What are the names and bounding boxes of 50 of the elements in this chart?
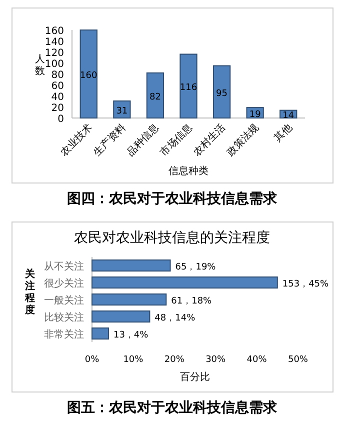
- chart-title: 农民对农业科技信息的关注程度: [74, 230, 270, 246]
- bar: [180, 54, 198, 118]
- y-tick-label: 60: [51, 81, 64, 92]
- y-tick-label: 140: [44, 37, 64, 48]
- x-axis-title: 信息种类: [168, 165, 208, 177]
- x-tick-label: 40%: [246, 355, 268, 365]
- x-tick-label: 0%: [84, 355, 100, 365]
- data-label: 31: [116, 106, 128, 116]
- bar: [92, 310, 150, 323]
- data-label: 153，45%: [282, 280, 330, 290]
- data-label: 65，19%: [175, 262, 216, 272]
- x-tick-label: 其他: [272, 122, 294, 144]
- y-tick-label: 一般关注: [44, 294, 84, 306]
- bar: [146, 72, 164, 118]
- y-axis-title: 关注程度: [24, 268, 36, 316]
- x-axis-title: 百分比: [180, 371, 210, 383]
- y-tick-label: 20: [51, 103, 64, 114]
- bar: [92, 259, 171, 272]
- data-label: 48，14%: [154, 314, 196, 324]
- y-tick-label: 很少关注: [44, 278, 84, 290]
- y-tick-label: 非常关注: [44, 328, 84, 340]
- data-label: 82: [149, 92, 161, 102]
- x-tick-label: 10%: [123, 355, 144, 365]
- data-label: 95: [216, 88, 228, 99]
- data-label: 14: [282, 111, 294, 122]
- bar: [92, 327, 109, 340]
- data-label: 13，4%: [113, 330, 149, 340]
- y-tick-label: 120: [44, 48, 64, 59]
- data-label: 160: [80, 71, 98, 81]
- y-tick-label: 160: [44, 26, 64, 37]
- x-tick-label: 政策法规: [224, 122, 262, 158]
- bar: [92, 293, 167, 306]
- y-tick-label: 从不关注: [44, 260, 84, 272]
- bar: [212, 65, 231, 118]
- y-tick-label: 80: [51, 70, 64, 81]
- x-tick-label: 30%: [206, 355, 226, 365]
- text: 图四：农民对于农业科技信息需求: [67, 191, 278, 207]
- data-label: 116: [180, 83, 198, 94]
- x-tick-label: 50%: [288, 355, 308, 365]
- y-axis-title: 人数: [35, 54, 45, 77]
- bar: [113, 100, 131, 118]
- y-tick-label: 40: [51, 92, 64, 103]
- data-label: 61，18%: [171, 296, 212, 306]
- bar: [92, 276, 278, 289]
- bar: [80, 30, 98, 118]
- text: 图五：农民对于农业科技信息需求: [67, 400, 278, 416]
- y-tick-label: 比较关注: [44, 312, 84, 324]
- data-label: 19: [249, 110, 262, 120]
- x-tick-label: 20%: [164, 355, 185, 365]
- y-tick-label: 100: [44, 59, 64, 70]
